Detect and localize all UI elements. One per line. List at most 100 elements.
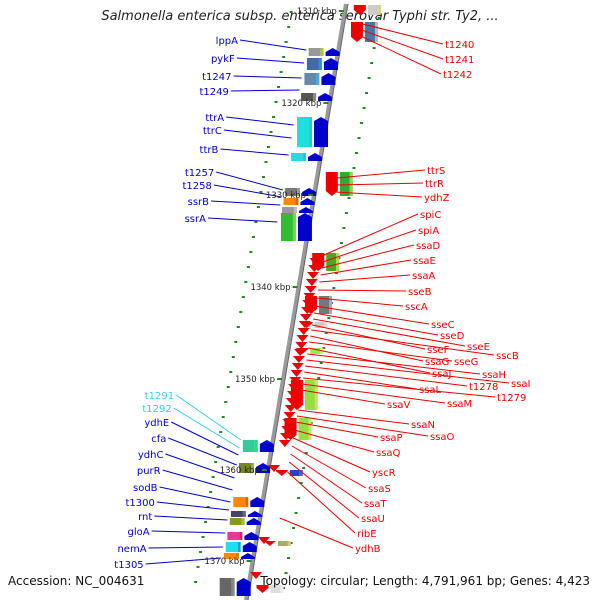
- gene-block: [235, 553, 239, 559]
- reverse-gene-arrow: [278, 440, 291, 447]
- gene-block: [364, 22, 375, 42]
- kbp-label: 1360 kbp: [220, 466, 260, 476]
- reverse-gene-arrow: [290, 370, 303, 377]
- gene-block: [349, 172, 353, 196]
- gene-label-left: ttrB: [200, 145, 219, 156]
- gene-label-right: ssaG: [425, 357, 449, 368]
- reverse-gene-arrow: [299, 314, 312, 321]
- gene-label-right: ssaL: [419, 385, 442, 396]
- label-connector: [230, 89, 300, 92]
- forward-gene-arrow: [240, 553, 255, 559]
- gene-block: [250, 463, 254, 473]
- reverse-gene-arrow: [268, 465, 280, 472]
- gene-label-left: sodB: [133, 483, 158, 494]
- reverse-gene-arrow: [282, 419, 295, 426]
- gene-block: [231, 578, 235, 596]
- gene-block: [301, 93, 314, 101]
- reverse-gene-arrow: [256, 585, 269, 593]
- label-connector: [148, 546, 223, 549]
- reverse-gene-arrow: [258, 537, 270, 544]
- gene-block: [230, 511, 243, 517]
- gene-label-right: t1278: [469, 382, 498, 393]
- label-connector: [159, 486, 231, 503]
- gene-block: [280, 585, 284, 593]
- forward-gene-arrow: [318, 93, 333, 101]
- gene-label-left: ttrC: [203, 126, 222, 137]
- reverse-gene-arrow: [304, 286, 317, 293]
- label-connector: [296, 415, 429, 437]
- forward-gene-arrow: [244, 532, 259, 540]
- gene-block: [227, 532, 240, 540]
- topology-text: Topology: circular; Length: 4,791,961 bp…: [260, 574, 590, 588]
- label-connector: [207, 217, 278, 223]
- gene-block: [280, 213, 293, 241]
- label-connector: [323, 213, 419, 256]
- gene-label-right: ssaS: [368, 484, 391, 495]
- gene-label-left: t1291: [145, 391, 174, 402]
- reverse-gene-arrow: [295, 342, 308, 349]
- gene-block: [295, 198, 299, 205]
- genome-backbone-shadow: [247, 3, 349, 600]
- forward-gene-arrow: [246, 518, 261, 525]
- gene-label-right: ssaI: [511, 379, 531, 390]
- gene-label-right: t1242: [443, 70, 472, 81]
- gene-label-right: ttrS: [427, 166, 445, 177]
- label-connector: [318, 289, 407, 292]
- kbp-label: 1320 kbp: [281, 99, 321, 109]
- gene-block: [292, 213, 296, 241]
- gene-block: [308, 418, 312, 440]
- gene-layer: [219, 5, 381, 596]
- gene-block: [326, 253, 337, 271]
- label-connector: [287, 471, 356, 534]
- gene-label-right: sseE: [467, 342, 490, 353]
- forward-gene-arrow: [247, 511, 262, 517]
- label-connector: [156, 501, 230, 511]
- label-connector: [362, 23, 444, 45]
- label-connector: [336, 169, 426, 179]
- forward-gene-arrow: [323, 58, 338, 70]
- gene-label-right: ssaQ: [376, 448, 401, 459]
- reverse-gene-arrow: [289, 377, 302, 384]
- label-connector: [291, 445, 367, 489]
- label-connector: [308, 347, 431, 374]
- reverse-gene-arrow: [275, 470, 288, 476]
- label-connector: [334, 191, 423, 198]
- gene-block: [223, 553, 236, 559]
- gene-block: [314, 380, 318, 410]
- gene-label-left: cfa: [151, 434, 166, 445]
- forward-gene-arrow: [236, 578, 251, 596]
- gene-label-left: nemA: [117, 544, 146, 555]
- label-connector: [312, 324, 426, 350]
- kbp-label-layer: 1310 kbp 1320 kbp 1330 kbp 1340 kbp 1350 kbp…: [204, 7, 344, 567]
- label-connector: [154, 515, 228, 521]
- forward-gene-arrow: [297, 213, 312, 241]
- gene-block: [239, 532, 243, 540]
- gene-block: [281, 207, 294, 213]
- label-connector: [313, 318, 466, 347]
- gene-label-left: t1257: [185, 168, 214, 179]
- label-connector: [168, 437, 237, 466]
- gene-label-right: ydhZ: [424, 193, 450, 204]
- reverse-gene-arrow: [284, 405, 297, 412]
- label-connector: [301, 389, 386, 405]
- label-connector: [226, 116, 294, 126]
- gene-label-left: ttrA: [205, 113, 224, 124]
- gene-block: [308, 48, 321, 56]
- gene-block: [329, 296, 333, 314]
- kbp-label: 1340 kbp: [250, 283, 290, 293]
- gene-block: [229, 518, 242, 525]
- label-connector: [294, 429, 375, 453]
- gene-block: [310, 348, 321, 354]
- label-connector: [309, 341, 453, 362]
- label-connector: [165, 453, 235, 479]
- gene-label-left: t1305: [114, 560, 143, 571]
- forward-gene-arrow: [300, 198, 315, 205]
- gene-label-right: ssaH: [482, 370, 506, 381]
- gene-label-left: ssrB: [188, 197, 210, 208]
- gene-block: [219, 578, 232, 596]
- reverse-gene-arrow: [283, 412, 296, 419]
- reverse-gene-arrow: [307, 272, 320, 279]
- label-connector: [295, 421, 379, 438]
- label-connector: [304, 371, 418, 390]
- label-connector: [210, 200, 281, 206]
